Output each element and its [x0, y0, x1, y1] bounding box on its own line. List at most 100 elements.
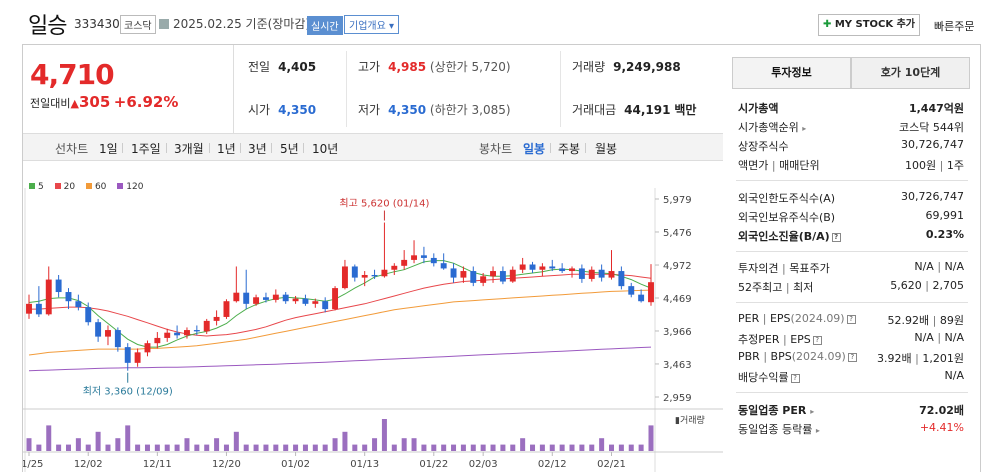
- info-value: 코스닥 544위: [899, 121, 964, 134]
- info-label: 시가총액순위 ▸: [738, 119, 806, 135]
- volume-bar: [95, 431, 101, 451]
- row-pbr-bps: PBR | BPS(2024.09)? 3.92배 | 1,201원: [736, 350, 966, 368]
- info-label: 배당수익률?: [738, 369, 800, 385]
- candle-body: [65, 292, 72, 302]
- candle-body: [470, 271, 477, 283]
- info-label: PER | EPS(2024.09)?: [738, 312, 856, 325]
- info-label-text: 시가총액순위: [738, 121, 799, 134]
- volume-label: ▮거래량: [675, 414, 705, 426]
- info-label: 시가총액: [738, 102, 779, 115]
- stat-value: 44,191: [624, 103, 671, 117]
- candle-body: [391, 265, 398, 270]
- right-tabs: 투자정보 호가 10단계: [732, 57, 970, 89]
- candle-body: [144, 343, 151, 353]
- candle-body: [174, 332, 181, 336]
- legend-ma5: 5: [29, 182, 44, 192]
- info-value: 5,620 | 2,705: [890, 279, 964, 292]
- x-tick-label: 01/22: [419, 459, 448, 470]
- help-icon[interactable]: ?: [812, 336, 822, 345]
- help-icon[interactable]: ?: [790, 374, 800, 383]
- volume-bar: [293, 444, 299, 451]
- x-tick-label: 02/03: [469, 459, 498, 470]
- info-year: (2024.09): [790, 312, 845, 325]
- stat-low: 저가 4,350 (하한가 3,085): [358, 101, 511, 118]
- divider: [166, 143, 167, 153]
- row-foreign-ratio: 외국인소진율(B/A)? 0.23%: [736, 228, 966, 246]
- chevron-right-icon: ▸: [815, 426, 820, 435]
- period-1d[interactable]: 1일: [99, 142, 118, 156]
- x-tick-label: 01/02: [281, 459, 310, 470]
- legend-swatch: [117, 183, 124, 189]
- y-tick-label: 5,979: [663, 195, 692, 206]
- volume-bar: [411, 438, 417, 451]
- volume-bar: [253, 444, 259, 451]
- period-3y[interactable]: 3년: [248, 142, 267, 156]
- candle-body: [45, 279, 52, 315]
- current-price: 4,710: [30, 58, 115, 91]
- candle-body: [332, 288, 339, 310]
- candle-body: [460, 271, 467, 278]
- volume-bar: [441, 444, 447, 451]
- period-10y[interactable]: 10년: [312, 142, 339, 156]
- quick-order-link[interactable]: 빠른주문: [934, 20, 975, 33]
- realtime-button[interactable]: 실시간: [307, 16, 343, 35]
- volume-bar: [618, 444, 624, 451]
- candle-monthly[interactable]: 월봉: [595, 142, 618, 156]
- tab-investment-info[interactable]: 투자정보: [732, 57, 851, 89]
- divider: [560, 51, 561, 127]
- candle-weekly[interactable]: 주봉: [558, 142, 581, 156]
- candle-body: [490, 271, 496, 277]
- volume-bar: [223, 444, 229, 451]
- chart-canvas[interactable]: 5,979 5,476 4,972 4,469 3,966 3,463 2,959 최고 5,…: [23, 178, 723, 472]
- divider: [550, 143, 551, 153]
- period-5y[interactable]: 5년: [280, 142, 299, 156]
- company-info-button[interactable]: 기업개요 ▾: [344, 15, 399, 34]
- tab-order-book[interactable]: 호가 10단계: [851, 57, 970, 89]
- x-tick-label: 01/13: [350, 459, 379, 470]
- candle-body: [529, 264, 536, 270]
- stat-label: 저가: [358, 103, 381, 117]
- info-label-text: 추정PER: [738, 333, 780, 346]
- info-label: 외국인한도주식수(A): [738, 192, 836, 205]
- chart-legend: 5 20 60 120: [29, 182, 151, 192]
- candle-body: [95, 322, 102, 337]
- info-label: 추정PER | EPS?: [738, 331, 822, 347]
- stat-label: 전일: [248, 60, 271, 74]
- volume-bar: [372, 438, 378, 451]
- info-label: 투자의견 | 목표주가: [738, 262, 830, 275]
- stat-prev-close: 전일 4,405: [248, 58, 316, 75]
- chart-toolbar: 선차트 1일 1주일 3개월 1년 3년 5년 10년 봉차트 일봉 주봉 월봉: [23, 133, 723, 161]
- row-sector-rate[interactable]: 동일업종 등락률 ▸ +4.41%: [736, 421, 966, 439]
- row-sector-per[interactable]: 동일업종 PER ▸ 72.02배: [736, 402, 966, 420]
- volume-bar: [549, 444, 555, 451]
- period-1w[interactable]: 1주일: [131, 142, 161, 156]
- volume-bar: [391, 444, 397, 451]
- stat-value: 9,249,988: [613, 60, 681, 74]
- help-icon[interactable]: ?: [831, 233, 841, 242]
- period-3m[interactable]: 3개월: [174, 142, 204, 156]
- volume-bar: [381, 419, 387, 451]
- volume-bar: [125, 425, 131, 451]
- x-tick-label: 12/20: [212, 459, 241, 470]
- candle-body: [569, 268, 575, 272]
- period-1y[interactable]: 1년: [217, 142, 236, 156]
- volume-bar: [421, 444, 427, 451]
- info-label: 52주최고 | 최저: [738, 281, 814, 294]
- info-value-text: 1,201원: [922, 352, 964, 365]
- candle-body: [35, 303, 42, 315]
- info-value: 1,447억원: [908, 102, 964, 115]
- row-dividend: 배당수익률? N/A: [736, 369, 966, 387]
- ma5-line: [28, 260, 652, 348]
- help-icon[interactable]: ?: [846, 315, 856, 324]
- candle-body: [164, 332, 171, 338]
- candle-body: [499, 271, 506, 282]
- candle-body: [223, 301, 230, 317]
- info-label: 상장주식수: [738, 140, 789, 153]
- my-stock-add-button[interactable]: ✚ MY STOCK 추가: [818, 14, 920, 36]
- divider: [346, 51, 347, 127]
- info-value-text: N/A: [914, 331, 934, 344]
- candle-daily[interactable]: 일봉: [523, 142, 546, 156]
- row-market-cap-rank[interactable]: 시가총액순위 ▸ 코스닥 544위: [736, 119, 966, 137]
- line-chart-label: 선차트: [55, 142, 89, 156]
- help-icon[interactable]: ?: [847, 353, 857, 362]
